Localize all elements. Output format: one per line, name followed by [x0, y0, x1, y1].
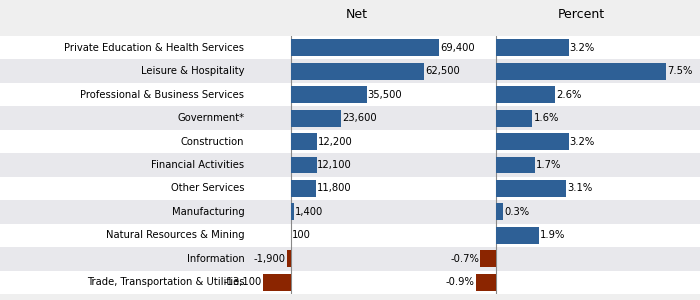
- Text: 100: 100: [292, 230, 311, 240]
- Text: 3.2%: 3.2%: [570, 43, 595, 53]
- Bar: [496, 203, 503, 220]
- Text: 7.5%: 7.5%: [667, 66, 692, 76]
- Text: Financial Activities: Financial Activities: [151, 160, 244, 170]
- Text: Natural Resources & Mining: Natural Resources & Mining: [106, 230, 244, 240]
- Text: 3.1%: 3.1%: [568, 184, 593, 194]
- Bar: [0, 153, 700, 177]
- Text: Professional & Business Services: Professional & Business Services: [80, 90, 244, 100]
- Bar: [290, 39, 440, 56]
- Bar: [496, 110, 532, 127]
- Bar: [262, 274, 290, 291]
- Text: 1.7%: 1.7%: [536, 160, 561, 170]
- Bar: [290, 157, 316, 173]
- Text: Net: Net: [346, 8, 368, 21]
- Text: Trade, Transportation & Utilities: Trade, Transportation & Utilities: [87, 277, 244, 287]
- Bar: [290, 133, 316, 150]
- Bar: [0, 106, 700, 130]
- Text: 3.2%: 3.2%: [570, 136, 595, 146]
- Text: Other Services: Other Services: [171, 184, 244, 194]
- Bar: [496, 63, 666, 80]
- Bar: [0, 36, 700, 59]
- Text: -13,100: -13,100: [223, 277, 262, 287]
- Text: 2.6%: 2.6%: [556, 90, 582, 100]
- Bar: [0, 83, 700, 106]
- Text: Manufacturing: Manufacturing: [172, 207, 244, 217]
- Bar: [0, 59, 700, 83]
- Bar: [290, 203, 293, 220]
- Text: 1.9%: 1.9%: [540, 230, 566, 240]
- Text: 12,100: 12,100: [317, 160, 352, 170]
- Bar: [290, 110, 341, 127]
- Text: Information: Information: [187, 254, 244, 264]
- Text: -0.9%: -0.9%: [446, 277, 475, 287]
- Bar: [496, 86, 555, 103]
- Text: Private Education & Health Services: Private Education & Health Services: [64, 43, 244, 53]
- Bar: [0, 177, 700, 200]
- Text: 11,800: 11,800: [316, 184, 351, 194]
- Bar: [286, 250, 290, 267]
- Text: Percent: Percent: [557, 8, 605, 21]
- Bar: [0, 200, 700, 224]
- Bar: [475, 274, 496, 291]
- Bar: [496, 180, 566, 197]
- Text: -1,900: -1,900: [253, 254, 286, 264]
- Bar: [0, 271, 700, 294]
- Text: 35,500: 35,500: [368, 90, 402, 100]
- Text: 1.6%: 1.6%: [533, 113, 559, 123]
- Bar: [0, 224, 700, 247]
- Text: 0.3%: 0.3%: [504, 207, 529, 217]
- Bar: [496, 157, 535, 173]
- Bar: [496, 133, 568, 150]
- Text: Government*: Government*: [177, 113, 244, 123]
- Bar: [480, 250, 496, 267]
- Bar: [496, 227, 539, 244]
- Bar: [290, 86, 367, 103]
- Bar: [496, 39, 568, 56]
- Text: Leisure & Hospitality: Leisure & Hospitality: [141, 66, 244, 76]
- Bar: [0, 247, 700, 271]
- Bar: [0, 130, 700, 153]
- Bar: [290, 180, 316, 197]
- Text: 69,400: 69,400: [440, 43, 475, 53]
- Bar: [290, 63, 424, 80]
- Text: -0.7%: -0.7%: [450, 254, 479, 264]
- Text: 23,600: 23,600: [342, 113, 377, 123]
- Text: 62,500: 62,500: [426, 66, 460, 76]
- Text: Construction: Construction: [181, 136, 244, 146]
- Text: 1,400: 1,400: [295, 207, 323, 217]
- Text: 12,200: 12,200: [318, 136, 352, 146]
